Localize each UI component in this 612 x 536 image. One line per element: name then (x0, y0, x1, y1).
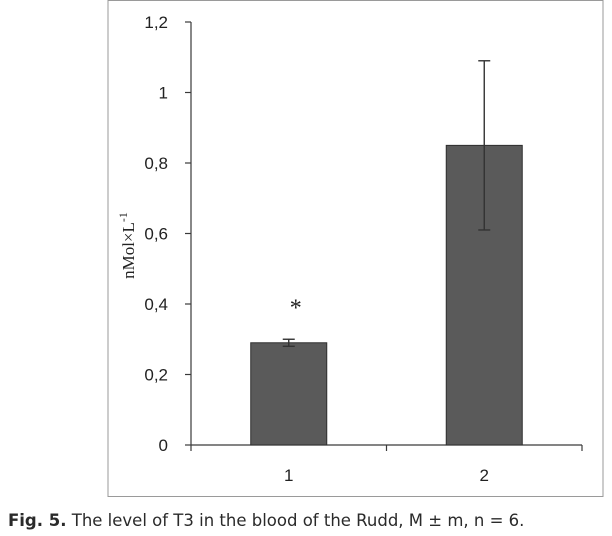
x-tick-label: 2 (480, 466, 489, 485)
y-tick-label: 0,8 (144, 154, 168, 173)
y-tick-label: 0,4 (144, 295, 168, 314)
caption-text: The level of T3 in the blood of the Rudd… (66, 511, 525, 530)
y-tick-label: 0,6 (144, 225, 168, 244)
y-axis-label: nMol×L-1 (116, 212, 138, 279)
figure-caption: Fig. 5. The level of T3 in the blood of … (8, 511, 524, 530)
significance-marker: * (290, 295, 302, 321)
y-tick-label: 1,2 (144, 13, 168, 32)
y-tick-label: 0 (159, 436, 168, 455)
y-tick-label: 1 (159, 84, 168, 103)
bar-1 (250, 342, 328, 446)
x-tick-label: 1 (284, 466, 293, 485)
y-ticks: 0 0,2 0,4 0,6 0,8 1 1,2 (144, 13, 191, 455)
y-tick-label: 0,2 (144, 366, 168, 385)
caption-label: Fig. 5. (8, 511, 67, 530)
annotations: * (290, 295, 302, 321)
chart-frame (107, 0, 604, 497)
error-bars (282, 60, 491, 347)
